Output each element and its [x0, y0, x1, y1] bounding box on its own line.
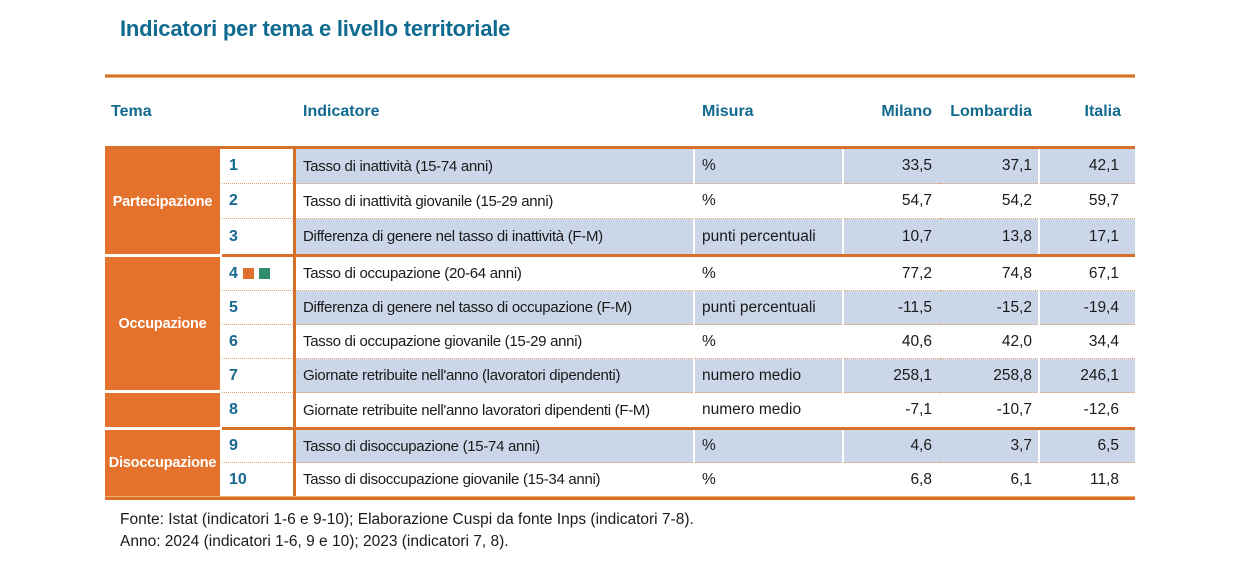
report-table-panel: Indicatori per tema e livello territoria…	[105, 16, 1135, 553]
indicator-cell: Tasso di occupazione giovanile (15-29 an…	[296, 325, 693, 359]
value-milano: 54,7	[844, 184, 940, 219]
theme-cell-partecipazione: Partecipazione	[105, 149, 220, 254]
indicator-cell: Tasso di occupazione (20-64 anni)	[296, 257, 693, 291]
indicator-cell: Tasso di inattività (15-74 anni)	[296, 149, 693, 184]
column-header-indicatore: Indicatore	[303, 103, 380, 120]
column-header-milano: Milano	[881, 103, 932, 120]
value-lombardia: -10,7	[940, 393, 1038, 427]
measure-cell: punti percentuali	[695, 291, 842, 325]
indicator-cell: Giornate retribuite nell'anno lavoratori…	[296, 393, 693, 427]
column-header-misura: Misura	[702, 103, 754, 120]
value-lombardia: 13,8	[940, 219, 1038, 254]
bottom-rule	[105, 496, 1135, 500]
value-italia: 11,8	[1040, 463, 1135, 496]
value-italia: 59,7	[1040, 184, 1135, 219]
row-number-label: 4	[229, 264, 238, 282]
theme-cell-occupazione: Occupazione	[105, 257, 220, 393]
measure-cell: %	[695, 463, 842, 496]
row-number: 4	[222, 257, 293, 291]
row-number: 7	[222, 359, 293, 393]
value-milano: 10,7	[844, 219, 940, 254]
value-italia: 246,1	[1040, 359, 1135, 393]
value-italia: 34,4	[1040, 325, 1135, 359]
row-number: 3	[222, 219, 293, 254]
row-number: 10	[222, 463, 293, 496]
value-italia: -19,4	[1040, 291, 1135, 325]
value-lombardia: 74,8	[940, 257, 1038, 291]
value-italia: 6,5	[1040, 430, 1135, 463]
value-milano: -7,1	[844, 393, 940, 427]
row-number: 2	[222, 184, 293, 219]
measure-cell: %	[695, 149, 842, 184]
value-milano: 4,6	[844, 430, 940, 463]
measure-cell: %	[695, 430, 842, 463]
value-italia: 42,1	[1040, 149, 1135, 184]
value-italia: 17,1	[1040, 219, 1135, 254]
value-milano: 258,1	[844, 359, 940, 393]
row-number: 1	[222, 149, 293, 184]
row-number: 6	[222, 325, 293, 359]
value-italia: -12,6	[1040, 393, 1135, 427]
value-lombardia: 6,1	[940, 463, 1038, 496]
column-header-tema: Tema	[111, 103, 152, 120]
indicator-cell: Giornate retribuite nell'anno (lavorator…	[296, 359, 693, 393]
value-lombardia: 3,7	[940, 430, 1038, 463]
measure-cell: numero medio	[695, 393, 842, 427]
year-note: Anno: 2024 (indicatori 1-6, 9 e 10); 202…	[120, 533, 509, 550]
source-note: Fonte: Istat (indicatori 1-6 e 9-10); El…	[120, 511, 694, 528]
row-number: 8	[222, 393, 293, 427]
column-header-italia: Italia	[1084, 103, 1121, 120]
page-title: Indicatori per tema e livello territoria…	[120, 16, 511, 41]
indicator-cell: Tasso di disoccupazione giovanile (15-34…	[296, 463, 693, 496]
green-square-icon	[258, 268, 270, 279]
table-header-row: Tema Indicatore Misura Milano Lombardia …	[105, 78, 1135, 146]
header-rule	[105, 146, 1135, 149]
indicator-cell: Tasso di disoccupazione (15-74 anni)	[296, 430, 693, 463]
value-lombardia: 54,2	[940, 184, 1038, 219]
value-italia: 67,1	[1040, 257, 1135, 291]
column-header-lombardia: Lombardia	[950, 103, 1032, 120]
value-lombardia: 42,0	[940, 325, 1038, 359]
measure-cell: punti percentuali	[695, 219, 842, 254]
value-lombardia: -15,2	[940, 291, 1038, 325]
theme-cell-disoccupazione: Disoccupazione	[105, 430, 220, 496]
indicators-table: Partecipazione Occupazione Disoccupazion…	[105, 149, 1135, 496]
value-lombardia: 258,8	[940, 359, 1038, 393]
table-footnotes: Fonte: Istat (indicatori 1-6 e 9-10); El…	[120, 509, 1135, 553]
value-milano: -11,5	[844, 291, 940, 325]
vertical-divider	[293, 149, 296, 496]
measure-cell: %	[695, 257, 842, 291]
value-milano: 40,6	[844, 325, 940, 359]
orange-square-icon	[242, 268, 254, 279]
value-milano: 77,2	[844, 257, 940, 291]
row-number: 9	[222, 430, 293, 463]
group-separator	[222, 427, 1135, 430]
measure-cell: numero medio	[695, 359, 842, 393]
value-milano: 6,8	[844, 463, 940, 496]
theme-cell-occupazione-row8	[105, 393, 220, 427]
measure-cell: %	[695, 325, 842, 359]
top-rule	[105, 74, 1135, 78]
measure-cell: %	[695, 184, 842, 219]
indicator-cell: Differenza di genere nel tasso di occupa…	[296, 291, 693, 325]
indicator-cell: Differenza di genere nel tasso di inatti…	[296, 219, 693, 254]
value-milano: 33,5	[844, 149, 940, 184]
value-lombardia: 37,1	[940, 149, 1038, 184]
indicator-cell: Tasso di inattività giovanile (15-29 ann…	[296, 184, 693, 219]
row-number: 5	[222, 291, 293, 325]
group-separator	[222, 254, 1135, 257]
